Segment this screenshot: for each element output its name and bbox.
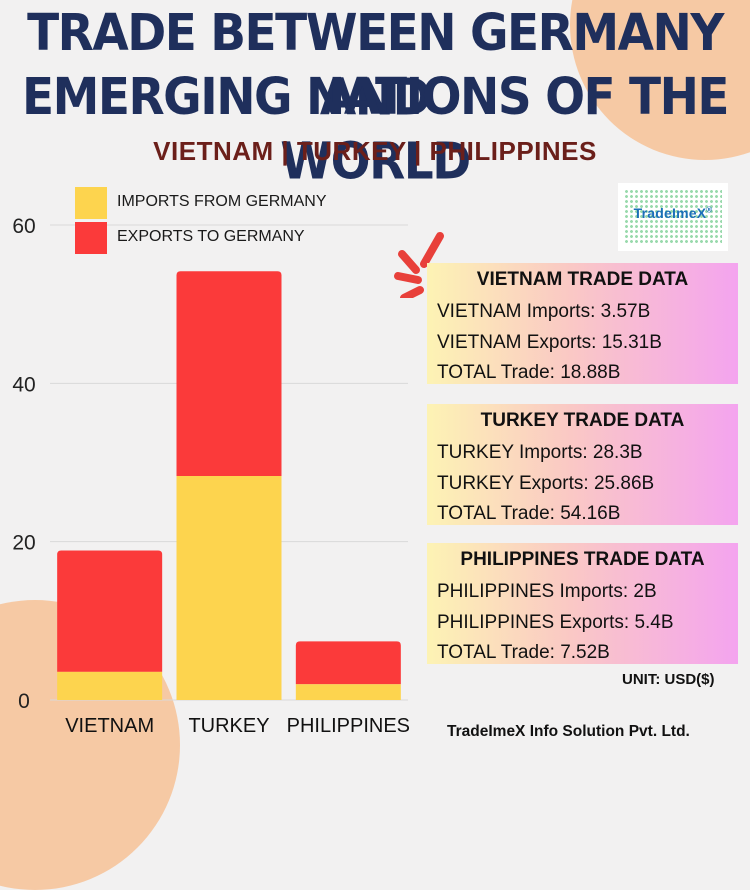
- sparks-icon: [394, 232, 444, 298]
- title-line-1: TRADE BETWEEN GERMANY AND: [27, 3, 724, 128]
- panel-exports: TURKEY Exports: 25.86B: [437, 473, 655, 494]
- panel-exports: PHILIPPINES Exports: 5.4B: [437, 612, 674, 633]
- panel-imports: PHILIPPINES Imports: 2B: [437, 581, 657, 602]
- panel-total: TOTAL Trade: 7.52B: [437, 642, 610, 663]
- legend-label-exports: EXPORTS TO GERMANY: [117, 228, 305, 245]
- title-line-2: EMERGING NATIONS OF THE WORLD: [21, 67, 730, 192]
- y-tick-label: 40: [12, 373, 35, 396]
- panel-total: TOTAL Trade: 18.88B: [437, 362, 621, 383]
- tradeimex-logo: TradeImeX®: [618, 183, 728, 251]
- legend-swatch-exports: [75, 222, 107, 254]
- x-tick-label: TURKEY: [188, 715, 269, 737]
- bar-segment-exports: [176, 271, 282, 476]
- panel-imports: TURKEY Imports: 28.3B: [437, 442, 643, 463]
- y-tick-label: 20: [12, 532, 35, 555]
- world-map-dots-icon: [624, 189, 722, 245]
- spark-stroke: [398, 250, 420, 274]
- y-tick-label: 0: [18, 690, 30, 713]
- bar-segment-exports: [57, 550, 163, 672]
- spark-stroke: [394, 272, 422, 284]
- x-tick-label: VIETNAM: [65, 715, 154, 737]
- bar-segment-imports: [295, 684, 401, 700]
- legend-swatch-imports: [75, 187, 107, 219]
- spark-stroke: [420, 232, 444, 268]
- registered-mark: ®: [706, 205, 713, 215]
- stacked-bar-chart: 0 20 40 60 VIETNAM TURKEY PHILIPPINES: [12, 215, 410, 737]
- legend-label-imports: IMPORTS FROM GERMANY: [117, 193, 327, 210]
- unit-label: UNIT: USD($): [622, 671, 715, 688]
- panel-total: TOTAL Trade: 54.16B: [437, 503, 621, 524]
- panel-title: TURKEY TRADE DATA: [480, 410, 685, 431]
- spark-stroke: [400, 286, 424, 298]
- company-name: TradeImeX Info Solution Pvt. Ltd.: [447, 723, 690, 740]
- panel-title: PHILIPPINES TRADE DATA: [460, 549, 705, 570]
- subtitle: VIETNAM | TURKEY | PHILIPPINES: [153, 136, 597, 166]
- philippines-trade-panel: PHILIPPINES TRADE DATA PHILIPPINES Impor…: [427, 543, 738, 664]
- x-tick-label: PHILIPPINES: [287, 715, 410, 737]
- bar-segment-imports: [57, 671, 163, 700]
- turkey-trade-panel: TURKEY TRADE DATA TURKEY Imports: 28.3B …: [427, 404, 738, 525]
- panel-imports: VIETNAM Imports: 3.57B: [437, 301, 651, 322]
- panel-title: VIETNAM TRADE DATA: [476, 269, 689, 290]
- vietnam-trade-panel: VIETNAM TRADE DATA VIETNAM Imports: 3.57…: [427, 263, 738, 384]
- panel-exports: VIETNAM Exports: 15.31B: [437, 332, 662, 353]
- bar-segment-imports: [176, 475, 282, 700]
- y-tick-label: 60: [12, 215, 35, 238]
- bar-segment-exports: [295, 641, 401, 685]
- logo-text: TradeImeX: [633, 205, 707, 221]
